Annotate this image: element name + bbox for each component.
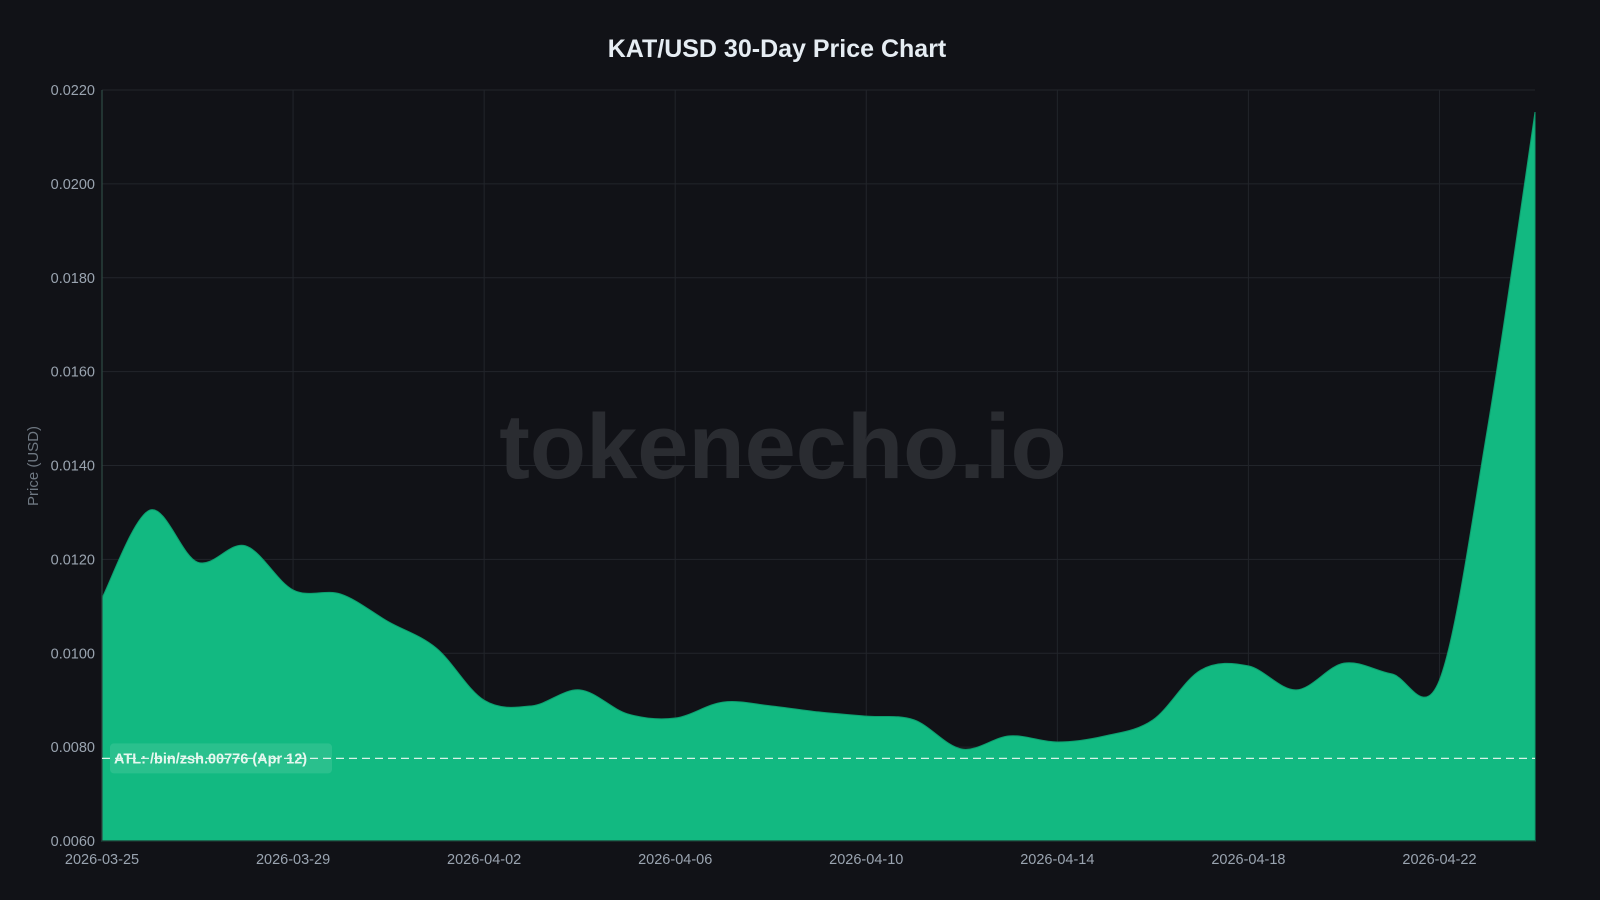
y-axis-label: Price (USD) xyxy=(25,426,42,506)
y-tick-label: 0.0080 xyxy=(51,740,95,756)
y-tick-label: 0.0120 xyxy=(51,552,95,568)
y-tick-label: 0.0160 xyxy=(51,365,95,381)
x-tick-label: 2026-04-14 xyxy=(1020,852,1094,868)
atl-label: ATL: /bin/zsh.00776 (Apr 12) xyxy=(114,751,307,767)
x-tick-label: 2026-03-29 xyxy=(256,852,330,868)
x-tick-label: 2026-04-10 xyxy=(829,852,903,868)
y-tick-label: 0.0220 xyxy=(51,83,95,99)
x-tick-label: 2026-04-06 xyxy=(638,852,712,868)
y-tick-label: 0.0200 xyxy=(51,177,95,193)
y-tick-label: 0.0060 xyxy=(51,834,95,850)
y-axis-ticks: 0.0060 0.0080 0.0100 0.0120 0.0140 0.0160 0.01… xyxy=(51,83,95,850)
y-tick-label: 0.0180 xyxy=(51,271,95,287)
x-tick-label: 2026-03-25 xyxy=(65,852,139,868)
x-tick-label: 2026-04-22 xyxy=(1402,852,1476,868)
price-area xyxy=(101,111,1536,842)
atl-annotation: ATL: /bin/zsh.00776 (Apr 12) xyxy=(102,743,1535,774)
y-tick-label: 0.0140 xyxy=(51,459,95,475)
y-tick-label: 0.0100 xyxy=(51,646,95,662)
x-axis-ticks: 2026-03-25 2026-03-29 2026-04-02 2026-04-06… xyxy=(65,852,1477,868)
price-chart: KAT/USD 30-Day Price Chart tokenecho.io … xyxy=(25,35,1536,868)
atl-label-box xyxy=(110,743,332,774)
x-tick-label: 2026-04-02 xyxy=(447,852,521,868)
x-tick-label: 2026-04-18 xyxy=(1211,852,1285,868)
chart-title: KAT/USD 30-Day Price Chart xyxy=(608,35,947,63)
watermark: tokenecho.io xyxy=(499,396,1066,498)
